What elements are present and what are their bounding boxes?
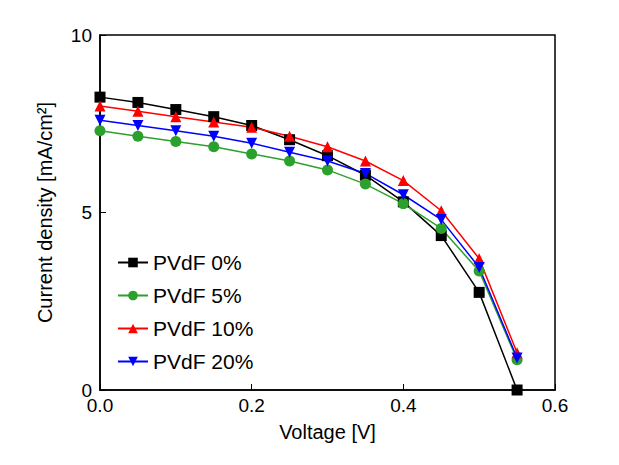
svg-text:0.2: 0.2 — [238, 395, 264, 416]
svg-text:0.4: 0.4 — [390, 395, 417, 416]
svg-text:PVdF 20%: PVdF 20% — [153, 350, 253, 373]
svg-text:PVdF 5%: PVdF 5% — [153, 284, 242, 307]
svg-text:Current density [mA/cm²]: Current density [mA/cm²] — [34, 102, 56, 323]
svg-text:0: 0 — [81, 379, 92, 401]
svg-text:0.6: 0.6 — [542, 395, 568, 416]
svg-text:PVdF 0%: PVdF 0% — [153, 251, 242, 274]
svg-text:0.0: 0.0 — [87, 395, 113, 416]
svg-text:Voltage [V]: Voltage [V] — [279, 421, 376, 443]
svg-text:10: 10 — [71, 25, 92, 46]
svg-text:PVdF 10%: PVdF 10% — [153, 317, 253, 340]
svg-text:5: 5 — [81, 202, 92, 223]
